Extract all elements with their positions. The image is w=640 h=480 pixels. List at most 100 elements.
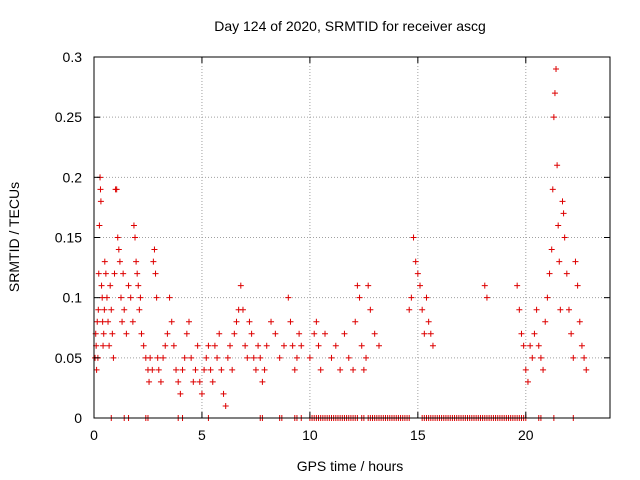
x-tick-label: 20 xyxy=(518,427,534,443)
data-point xyxy=(100,330,107,337)
data-point xyxy=(205,342,212,349)
data-point xyxy=(332,342,339,349)
y-axis-label: SRMTID / TECUs xyxy=(6,182,22,292)
data-point xyxy=(105,318,112,325)
data-point xyxy=(423,294,430,301)
data-point xyxy=(244,354,251,361)
data-point xyxy=(341,330,348,337)
data-point xyxy=(345,354,352,361)
data-point xyxy=(559,198,566,205)
data-point xyxy=(218,366,225,373)
x-tick-label: 5 xyxy=(198,427,206,443)
data-point xyxy=(272,330,279,337)
data-point xyxy=(246,318,253,325)
data-point xyxy=(97,186,104,193)
data-point xyxy=(168,318,175,325)
data-point xyxy=(358,342,365,349)
data-point xyxy=(551,90,558,97)
data-point xyxy=(296,330,303,337)
data-point xyxy=(166,294,173,301)
data-point xyxy=(101,306,108,313)
data-point xyxy=(268,318,275,325)
data-point xyxy=(556,258,563,265)
data-point xyxy=(367,306,374,313)
data-point xyxy=(192,366,199,373)
data-point xyxy=(97,198,104,205)
data-point xyxy=(203,354,210,361)
data-point xyxy=(239,306,246,313)
data-point xyxy=(152,270,159,277)
data-point xyxy=(533,306,540,313)
data-point xyxy=(483,294,490,301)
data-point xyxy=(119,318,126,325)
data-point xyxy=(133,258,140,265)
data-point xyxy=(153,294,160,301)
data-point xyxy=(103,294,110,301)
data-point xyxy=(146,378,153,385)
y-tick-label: 0.1 xyxy=(63,290,83,306)
x-tick-label: 15 xyxy=(410,427,426,443)
data-point xyxy=(137,294,144,301)
data-point xyxy=(116,258,123,265)
data-point xyxy=(248,330,255,337)
data-point xyxy=(557,306,564,313)
data-point xyxy=(429,342,436,349)
y-tick-label: 0.15 xyxy=(55,230,82,246)
data-point xyxy=(518,330,525,337)
data-point xyxy=(185,318,192,325)
gridlines xyxy=(94,57,610,418)
data-point xyxy=(136,306,143,313)
data-point xyxy=(227,342,234,349)
data-point xyxy=(209,378,216,385)
data-point xyxy=(99,318,106,325)
data-point xyxy=(95,306,102,313)
data-point xyxy=(114,234,121,241)
data-point xyxy=(306,354,313,361)
data-point xyxy=(129,318,136,325)
data-point xyxy=(350,366,357,373)
data-point xyxy=(252,366,259,373)
data-point xyxy=(572,258,579,265)
data-point xyxy=(421,330,428,337)
x-tick-label: 10 xyxy=(302,427,318,443)
data-point xyxy=(371,330,378,337)
data-point xyxy=(259,378,266,385)
data-point xyxy=(179,366,186,373)
data-point xyxy=(117,294,124,301)
data-point xyxy=(375,342,382,349)
data-point xyxy=(313,318,320,325)
data-point xyxy=(211,342,218,349)
data-point xyxy=(280,342,287,349)
data-point xyxy=(115,246,122,253)
data-point xyxy=(233,318,240,325)
data-point xyxy=(250,354,257,361)
data-point xyxy=(120,270,127,277)
data-point xyxy=(414,270,421,277)
data-point xyxy=(548,246,555,253)
y-tick-labels: 0 0.05 0.1 0.15 0.2 0.25 0.3 xyxy=(55,49,82,426)
data-point xyxy=(322,330,329,337)
data-point xyxy=(162,342,169,349)
data-point xyxy=(555,222,562,229)
data-point xyxy=(201,366,208,373)
data-point xyxy=(522,366,529,373)
data-point xyxy=(160,354,167,361)
data-point xyxy=(106,342,113,349)
data-point xyxy=(135,282,142,289)
data-point xyxy=(138,330,145,337)
data-point xyxy=(337,366,344,373)
data-point xyxy=(417,282,424,289)
data-point xyxy=(328,354,335,361)
data-point xyxy=(177,390,184,397)
data-point xyxy=(130,222,137,229)
data-point xyxy=(231,330,238,337)
data-point xyxy=(568,330,575,337)
data-point xyxy=(514,282,521,289)
data-point xyxy=(257,354,264,361)
data-point xyxy=(98,282,105,289)
data-point xyxy=(352,318,359,325)
data-point xyxy=(317,366,324,373)
data-point xyxy=(410,234,417,241)
data-point xyxy=(570,354,577,361)
data-point xyxy=(198,390,205,397)
